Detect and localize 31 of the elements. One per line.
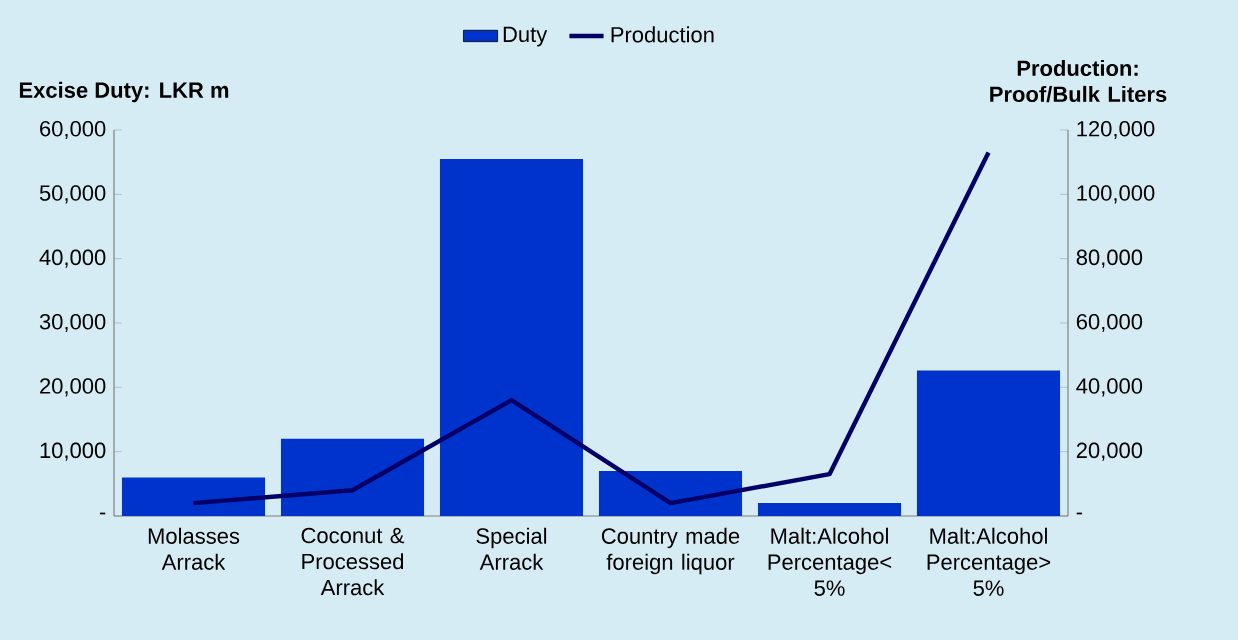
legend-label: Production [611, 26, 714, 43]
y-tick-label: 20,000 [40, 378, 106, 397]
y2-tick-label: 20,000 [1076, 442, 1143, 461]
y2-tick-label: 120,000 [1077, 120, 1155, 140]
y2-tick-label: 40,000 [1076, 378, 1143, 397]
bar [280, 438, 425, 516]
y-tick-label: 40,000 [39, 249, 106, 268]
y2-tick-label: - [1076, 512, 1083, 515]
bar [121, 477, 266, 516]
y2-axis-title: Production: Proof/Bulk Liters [990, 59, 1167, 103]
y-tick-label: 50,000 [39, 185, 106, 204]
x-tick-label: Coconut & Processed Arrack [301, 527, 405, 596]
x-tick-label: Molasses Arrack [148, 527, 240, 570]
y2-tick-label: 60,000 [1076, 313, 1143, 333]
legend-label: Duty [503, 26, 548, 47]
bar [757, 503, 902, 516]
bar [916, 370, 1061, 516]
y2-tick-label: 100,000 [1077, 185, 1155, 204]
y-axis-title: Excise Duty: LKR m [19, 81, 229, 103]
y2-tick-label: 80,000 [1076, 249, 1143, 268]
x-tick-label: Malt:Alcohol Percentage< 5% [768, 527, 892, 596]
bar [598, 470, 743, 516]
y-tick-label: - [99, 512, 106, 515]
x-tick-label: Country made foreign liquor [601, 527, 740, 575]
x-tick-label: Malt:Alcohol Percentage> 5% [927, 527, 1051, 596]
y-tick-label: 60,000 [40, 120, 106, 140]
line-series [191, 150, 991, 506]
y-tick-label: 10,000 [40, 442, 106, 461]
bar [439, 158, 584, 516]
x-tick-label: Special Arrack [476, 527, 547, 570]
y-tick-label: 30,000 [39, 313, 106, 333]
